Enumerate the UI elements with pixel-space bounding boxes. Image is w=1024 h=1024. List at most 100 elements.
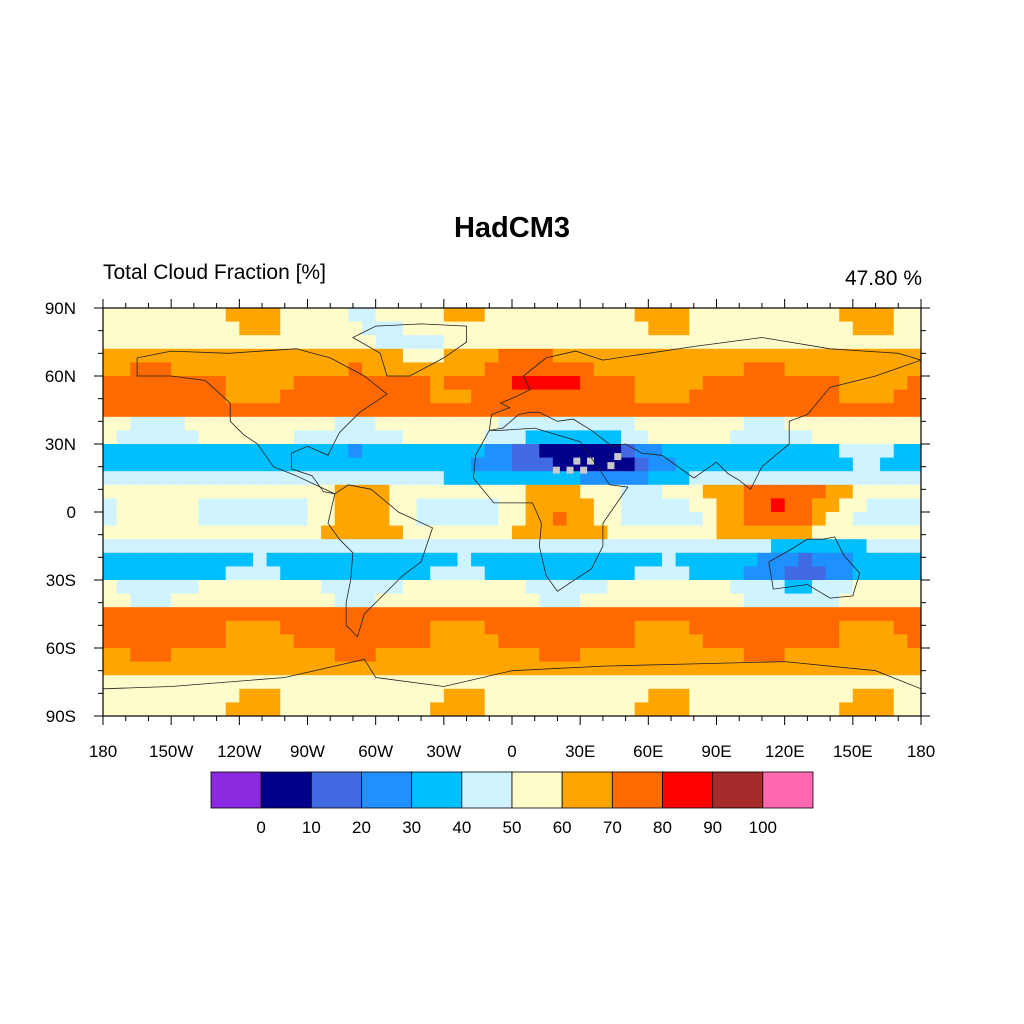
field-cell: [798, 430, 813, 445]
field-cell: [825, 648, 840, 663]
field-cell: [512, 580, 527, 595]
field-cell: [825, 607, 840, 622]
field-cell: [552, 444, 568, 459]
field-cell: [457, 484, 472, 499]
field-cell: [634, 688, 649, 703]
field-cell: [484, 471, 499, 486]
field-cell: [539, 471, 554, 486]
field-cell: [702, 498, 718, 513]
field-cell: [839, 675, 854, 690]
field-cell: [839, 607, 854, 622]
field-cell: [443, 457, 459, 472]
field-cell: [621, 348, 636, 363]
colorbar-level-label: 80: [653, 818, 672, 837]
field-cell: [580, 430, 595, 445]
field-cell: [716, 457, 731, 472]
field-cell: [525, 675, 540, 690]
field-cell: [484, 566, 499, 581]
field-cell: [252, 376, 268, 391]
field-cell: [811, 648, 827, 663]
field-cell: [171, 512, 186, 527]
field-cell: [334, 566, 349, 581]
field-cell: [621, 539, 636, 554]
field-cell: [893, 335, 908, 350]
field-cell: [580, 498, 595, 513]
field-cell: [402, 457, 418, 472]
field-cell: [143, 688, 159, 703]
field-cell: [798, 539, 813, 554]
field-cell: [389, 335, 404, 350]
field-cell: [811, 376, 827, 391]
field-cell: [430, 335, 445, 350]
field-cell: [457, 308, 472, 323]
field-cell: [661, 539, 677, 554]
field-cell: [266, 552, 281, 567]
field-cell: [907, 607, 921, 622]
field-cell: [402, 566, 418, 581]
field-cell: [389, 580, 404, 595]
field-cell: [484, 512, 499, 527]
field-cell: [252, 688, 268, 703]
field-cell: [130, 566, 145, 581]
field-cell: [402, 335, 418, 350]
field-cell: [866, 525, 881, 540]
field-cell: [239, 416, 254, 431]
field-cell: [484, 688, 499, 703]
field-cell: [552, 362, 568, 377]
field-cell: [212, 389, 227, 404]
field-cell: [198, 444, 213, 459]
field-cell: [280, 661, 295, 676]
field-cell: [607, 484, 622, 499]
field-cell: [212, 566, 227, 581]
field-cell: [743, 552, 758, 567]
field-cell: [825, 376, 840, 391]
field-cell: [116, 416, 131, 431]
field-cell: [293, 566, 309, 581]
field-cell: [634, 444, 649, 459]
field-cell: [811, 675, 827, 690]
field-cell: [621, 308, 636, 323]
field-cell: [784, 348, 799, 363]
field-cell: [471, 675, 486, 690]
field-cell: [239, 620, 254, 635]
field-cell: [130, 321, 145, 336]
field-cell: [607, 498, 622, 513]
field-cell: [539, 675, 554, 690]
field-cell: [198, 362, 213, 377]
field-cell: [552, 593, 568, 608]
field-cell: [116, 430, 131, 445]
field-cell: [689, 512, 704, 527]
field-cell: [716, 675, 731, 690]
field-cell: [252, 484, 268, 499]
field-cell: [771, 416, 786, 431]
field-cell: [784, 512, 799, 527]
field-cell: [566, 552, 581, 567]
field-cell: [880, 675, 895, 690]
field-cell: [880, 634, 895, 649]
field-cell: [798, 389, 813, 404]
field-cell: [321, 416, 336, 431]
field-cell: [484, 484, 499, 499]
field-cell: [893, 376, 908, 391]
field-cell: [157, 525, 172, 540]
field-cell: [552, 498, 568, 513]
field-cell: [171, 498, 186, 513]
field-cell: [321, 702, 336, 716]
field-cell: [157, 566, 172, 581]
field-cell: [389, 593, 404, 608]
field-cell: [280, 335, 295, 350]
field-cell: [702, 457, 718, 472]
field-cell: [457, 403, 472, 418]
field-cell: [811, 362, 827, 377]
field-cell: [811, 416, 827, 431]
field-cell: [539, 362, 554, 377]
field-cell: [539, 648, 554, 663]
field-cell: [811, 661, 827, 676]
field-cell: [852, 525, 868, 540]
field-cell: [593, 471, 609, 486]
field-cell: [212, 308, 227, 323]
field-cell: [266, 688, 281, 703]
field-cell: [634, 416, 649, 431]
field-cell: [103, 607, 118, 622]
field-cell: [675, 675, 690, 690]
